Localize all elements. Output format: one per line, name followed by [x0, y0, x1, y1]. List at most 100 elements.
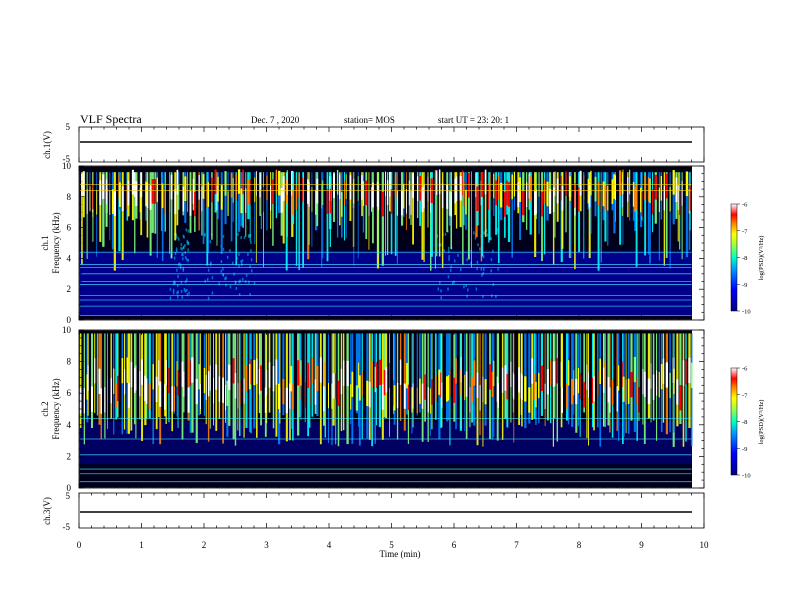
noise-blob: [490, 269, 492, 273]
sferic-core: [383, 369, 387, 396]
noise-blob: [222, 267, 224, 271]
sferic-core: [145, 181, 147, 207]
sferic-streak: [633, 333, 637, 432]
y-tick-label: 2: [67, 284, 72, 294]
noise-blob: [185, 257, 188, 261]
sferic-streak: [308, 172, 310, 245]
noise-blob: [207, 296, 210, 300]
sferic-core: [517, 182, 520, 208]
sferic-streak: [121, 172, 124, 261]
sferic-streak: [412, 172, 414, 245]
sferic-streak: [588, 172, 591, 259]
sferic-core: [669, 372, 671, 399]
sferic-core: [151, 179, 154, 204]
sferic-core: [590, 170, 592, 196]
sferic-core: [218, 376, 221, 402]
sferic-streak: [279, 333, 281, 424]
sferic-core: [215, 364, 218, 390]
noise-blob: [444, 232, 447, 236]
sferic-core: [574, 183, 576, 208]
sferic-streak: [544, 333, 546, 427]
sferic-core: [121, 358, 124, 384]
sferic-core: [679, 385, 682, 411]
sferic-streak: [511, 172, 513, 258]
sferic-core: [469, 387, 471, 413]
sferic-streak: [230, 172, 233, 242]
sferic-streak: [679, 333, 682, 425]
start-time-label: start UT = 23: 20: 1: [438, 115, 509, 125]
sferic-core: [524, 376, 527, 402]
sferic-core: [445, 376, 449, 402]
sferic-core: [641, 191, 643, 217]
sferic-core: [286, 170, 288, 195]
sferic-core: [652, 189, 654, 215]
sferic-core: [104, 387, 106, 413]
sferic-core: [201, 186, 203, 212]
sferic-streak: [556, 333, 559, 442]
sferic-core: [571, 378, 574, 405]
sferic-core: [311, 357, 314, 383]
noise-blob: [182, 268, 185, 272]
noise-blob: [178, 262, 181, 266]
sferic-streak: [99, 172, 102, 242]
sferic-core: [207, 182, 210, 207]
sferic-core: [495, 180, 498, 206]
sferic-streak: [535, 333, 537, 425]
ch2-colorbar-gradient: [730, 367, 738, 476]
sferic-core: [484, 379, 487, 405]
sferic-core: [673, 368, 675, 394]
ch2-spectrogram-panel: 0 2 4 6 8 10 ch.2 Frequency (kHz): [40, 325, 705, 493]
sferic-streak: [538, 172, 540, 235]
sferic-core: [500, 182, 503, 208]
sferic-core: [561, 185, 564, 211]
noise-blob: [482, 295, 484, 299]
sferic-core: [264, 387, 267, 413]
ch2-spectrogram-ylabel-channel: ch.2: [40, 401, 50, 416]
sferic-streak: [647, 333, 651, 419]
noise-blob: [466, 294, 468, 298]
sferic-core: [315, 190, 318, 215]
sferic-core: [634, 187, 637, 212]
top-band: [79, 330, 692, 334]
sferic-core: [544, 383, 546, 410]
sferic-streak: [365, 172, 368, 240]
sferic-streak: [346, 333, 349, 445]
noise-blob: [182, 234, 185, 238]
sferic-core: [262, 187, 264, 212]
noise-blob: [184, 255, 187, 259]
sferic-core: [266, 175, 268, 201]
sferic-core: [504, 192, 506, 217]
noise-blob: [180, 246, 182, 250]
noise-blob: [439, 243, 442, 247]
sferic-core: [633, 356, 637, 383]
sferic-core: [361, 370, 363, 397]
sferic-core: [441, 183, 444, 209]
noise-blob: [174, 281, 176, 285]
noise-blob: [211, 291, 214, 295]
sferic-core: [326, 189, 329, 214]
sferic-core: [332, 373, 335, 399]
sferic-core: [230, 172, 233, 198]
ch3-waveform-ylabel: ch.3(V): [42, 497, 52, 525]
sferic-core: [543, 178, 546, 204]
sferic-core: [87, 365, 89, 391]
sferic-core: [385, 171, 386, 197]
sferic-core: [569, 176, 571, 201]
noise-blob: [234, 280, 237, 284]
sferic-core: [282, 379, 285, 405]
sferic-core: [174, 189, 177, 215]
sferic-core: [378, 359, 382, 386]
sferic-streak: [237, 333, 239, 431]
ch1-ytick-max: 5: [66, 122, 71, 132]
y-tick-label: 10: [62, 161, 72, 171]
noise-blob: [491, 294, 493, 298]
noise-blob: [222, 273, 224, 277]
sferic-streak: [110, 333, 112, 419]
sferic-core: [248, 363, 252, 390]
sferic-core: [121, 186, 124, 212]
sferic-core: [625, 379, 627, 405]
x-tick-label: 5: [389, 540, 394, 550]
sferic-streak: [319, 333, 322, 445]
sferic-core: [358, 362, 360, 388]
sferic-streak: [393, 333, 396, 425]
